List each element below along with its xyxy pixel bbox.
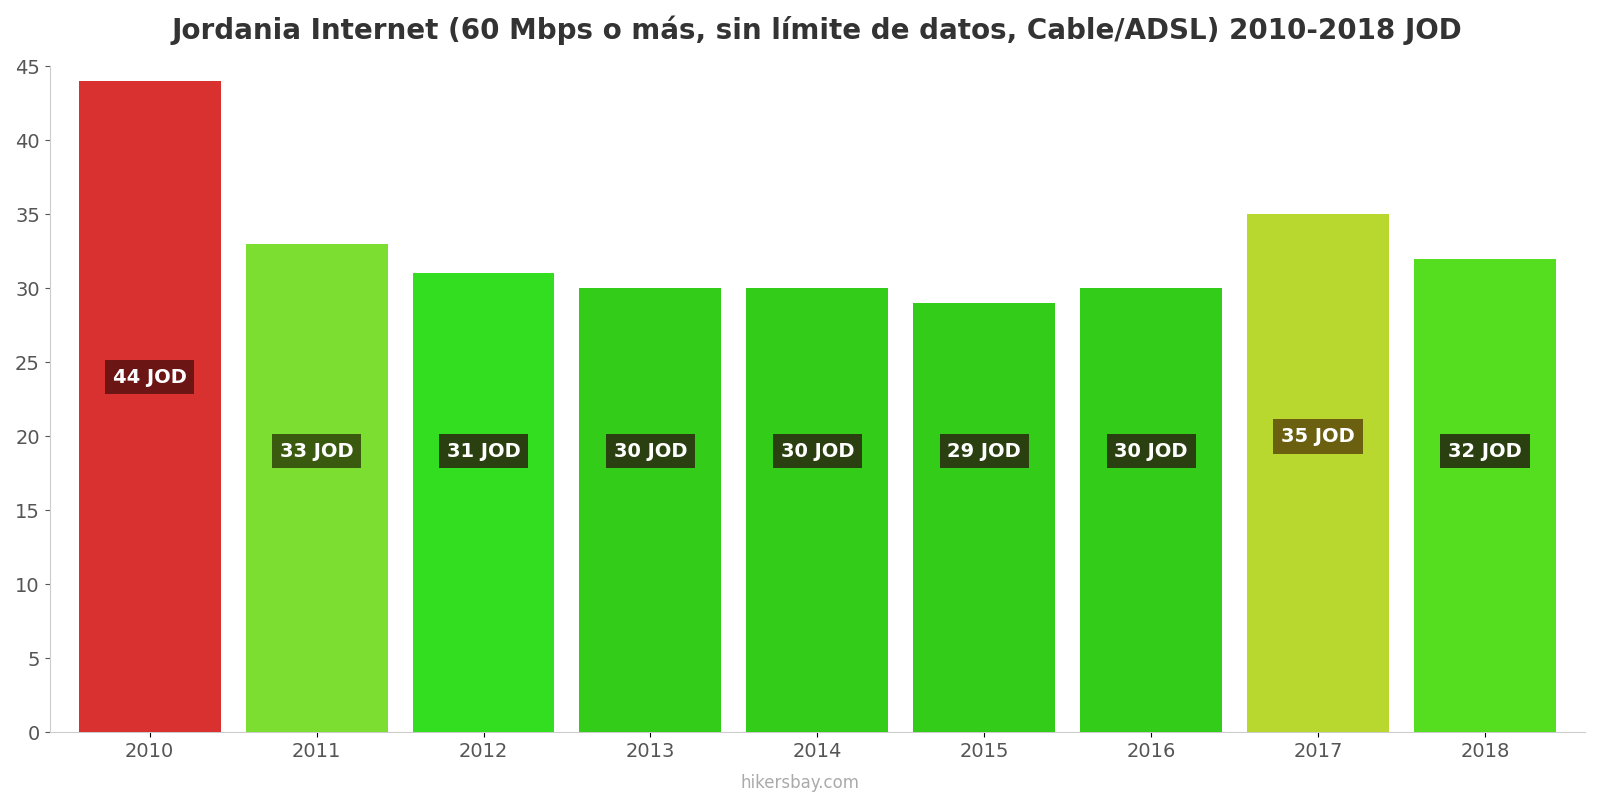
- Text: 29 JOD: 29 JOD: [947, 442, 1021, 461]
- Text: 30 JOD: 30 JOD: [781, 442, 854, 461]
- Text: hikersbay.com: hikersbay.com: [741, 774, 859, 792]
- Text: 30 JOD: 30 JOD: [614, 442, 686, 461]
- Bar: [746, 288, 888, 732]
- Bar: [914, 303, 1054, 732]
- Title: Jordania Internet (60 Mbps o más, sin límite de datos, Cable/ADSL) 2010-2018 JOD: Jordania Internet (60 Mbps o más, sin lí…: [171, 15, 1462, 45]
- Bar: [1414, 258, 1555, 732]
- Bar: [246, 244, 387, 732]
- Text: 30 JOD: 30 JOD: [1114, 442, 1187, 461]
- Bar: [579, 288, 722, 732]
- Text: 31 JOD: 31 JOD: [446, 442, 520, 461]
- Text: 44 JOD: 44 JOD: [112, 367, 187, 386]
- Text: 33 JOD: 33 JOD: [280, 442, 354, 461]
- Bar: [78, 81, 221, 732]
- Text: 32 JOD: 32 JOD: [1448, 442, 1522, 461]
- Bar: [413, 274, 555, 732]
- Bar: [1246, 214, 1389, 732]
- Text: 35 JOD: 35 JOD: [1282, 426, 1355, 446]
- Bar: [1080, 288, 1222, 732]
